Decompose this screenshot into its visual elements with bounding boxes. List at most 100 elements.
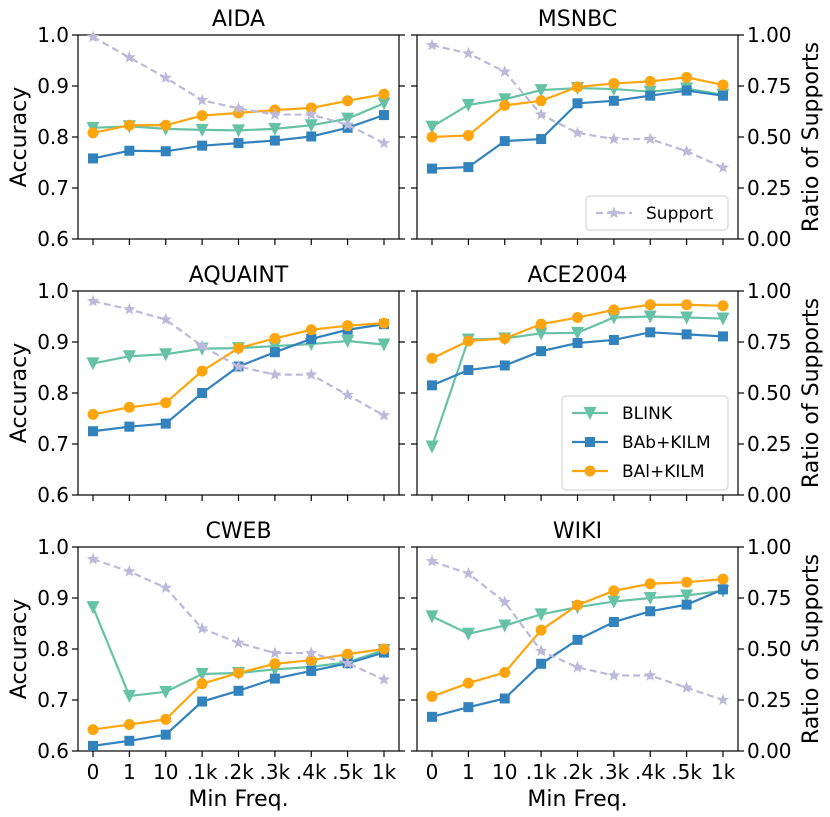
data-point-blink bbox=[268, 340, 282, 354]
panel-aquaint: AQUAINT 0.6 0.7 0.8 0.9 1.0 bbox=[37, 263, 405, 507]
data-point-bal-kilm bbox=[681, 299, 693, 311]
y-tick-label-right: 1.00 bbox=[747, 279, 792, 303]
x-tick-label: .2k bbox=[223, 760, 254, 784]
data-point-support bbox=[377, 408, 391, 421]
panel-title: WIKI bbox=[553, 519, 602, 544]
data-point-bab-kilm bbox=[645, 606, 656, 617]
data-point-blink bbox=[716, 312, 730, 326]
data-point-bab-kilm bbox=[608, 616, 619, 627]
data-point-bal-kilm bbox=[535, 318, 547, 330]
data-point-bal-kilm bbox=[196, 365, 208, 377]
x-axis-title: Min Freq. bbox=[188, 787, 288, 812]
x-tick-label: .3k bbox=[599, 760, 630, 784]
data-point-support bbox=[534, 644, 548, 657]
data-point-blink bbox=[534, 608, 548, 622]
y-tick-label-right: 0.75 bbox=[747, 74, 792, 98]
data-point-blink bbox=[268, 122, 282, 136]
y-tick-label-right: 0.00 bbox=[747, 483, 792, 507]
data-point-bal-kilm bbox=[717, 79, 729, 91]
y-tick-label-left: 0.9 bbox=[37, 74, 69, 98]
x-tick-label: .5k bbox=[332, 760, 363, 784]
data-point-bab-kilm bbox=[233, 138, 244, 149]
data-point-bab-kilm bbox=[197, 696, 208, 707]
data-point-support bbox=[86, 552, 100, 565]
data-point-blink bbox=[607, 311, 621, 325]
y-axis-title-left: Accuracy bbox=[7, 87, 32, 187]
data-point-bab-kilm bbox=[306, 333, 317, 344]
data-point-blink bbox=[377, 97, 391, 111]
x-tick-label: .5k bbox=[671, 760, 702, 784]
data-point-bab-kilm bbox=[608, 95, 619, 106]
data-point-support bbox=[680, 144, 693, 157]
data-point-bal-kilm bbox=[426, 352, 438, 364]
data-point-bab-kilm bbox=[427, 163, 437, 174]
data-point-support bbox=[607, 132, 621, 145]
x-tick-label: .1k bbox=[526, 760, 557, 784]
y-tick-label-right: 0.25 bbox=[747, 432, 792, 456]
data-point-bal-kilm bbox=[499, 666, 511, 678]
y-tick-label-left: 0.8 bbox=[37, 637, 69, 661]
x-tick-label: 1k bbox=[711, 760, 736, 784]
data-point-bal-kilm bbox=[462, 335, 474, 347]
legend-label-blink: BLINK bbox=[622, 404, 673, 424]
data-point-bab-kilm bbox=[160, 146, 171, 157]
y-tick-label-right: 1.00 bbox=[747, 535, 792, 559]
data-point-support bbox=[268, 368, 282, 380]
data-point-bal-kilm bbox=[681, 71, 693, 83]
data-point-blink bbox=[425, 440, 439, 454]
data-point-blink bbox=[159, 348, 173, 362]
data-point-blink bbox=[86, 357, 100, 371]
data-point-support bbox=[195, 339, 209, 352]
data-point-support bbox=[377, 673, 391, 685]
data-point-support bbox=[86, 30, 100, 43]
legend-box bbox=[585, 195, 729, 231]
data-point-support bbox=[268, 108, 282, 120]
y-tick-label-left: 1.0 bbox=[37, 279, 69, 303]
data-point-bab-kilm bbox=[427, 380, 437, 391]
data-point-bab-kilm bbox=[88, 153, 98, 164]
data-point-bab-kilm bbox=[572, 338, 583, 349]
data-point-support bbox=[607, 669, 621, 681]
data-point-bab-kilm bbox=[572, 98, 583, 109]
legend-label-bal-kilm: BAl+KILM bbox=[622, 462, 705, 482]
data-point-bal-kilm bbox=[462, 129, 474, 141]
data-point-bal-kilm bbox=[342, 95, 354, 107]
series-line-bab-kilm bbox=[92, 651, 385, 747]
data-point-bab-kilm bbox=[197, 388, 208, 398]
x-tick-label: .4k bbox=[635, 760, 666, 784]
data-point-bal-kilm bbox=[342, 648, 354, 660]
data-point-blink bbox=[498, 619, 512, 633]
data-point-bab-kilm bbox=[645, 90, 656, 101]
data-point-blink bbox=[607, 595, 621, 609]
data-point-support bbox=[232, 636, 245, 649]
data-point-bal-kilm bbox=[717, 300, 729, 312]
data-point-bal-kilm bbox=[196, 110, 208, 122]
data-point-blink bbox=[377, 338, 391, 352]
panel-title: AIDA bbox=[212, 7, 265, 32]
panel-title: MSNBC bbox=[538, 7, 617, 32]
data-point-bal-kilm bbox=[608, 585, 620, 597]
data-point-blink bbox=[195, 667, 209, 681]
data-point-bab-kilm bbox=[269, 347, 280, 358]
data-point-bab-kilm bbox=[197, 140, 208, 151]
data-point-bab-kilm bbox=[124, 145, 135, 156]
legend-marker-bab-kilm bbox=[585, 437, 595, 447]
data-point-bal-kilm bbox=[535, 624, 547, 636]
data-point-blink bbox=[86, 601, 100, 615]
data-point-bab-kilm bbox=[306, 131, 317, 142]
data-point-bab-kilm bbox=[160, 729, 171, 740]
data-point-support bbox=[341, 388, 354, 401]
series-line-support bbox=[92, 558, 385, 681]
data-point-bab-kilm bbox=[124, 735, 135, 746]
data-point-bal-kilm bbox=[426, 131, 438, 143]
data-point-bal-kilm bbox=[196, 678, 208, 690]
legend: Support bbox=[585, 195, 729, 231]
series-line-support bbox=[92, 36, 385, 145]
data-point-bal-kilm bbox=[499, 332, 511, 344]
panel-wiki: WIKI 0.00 0.25 0.50 0.75 1.00 0 1 10 .1k .2k .3k .4k… bbox=[411, 519, 792, 784]
data-point-bab-kilm bbox=[463, 365, 474, 376]
y-axis-title-right: Ratio of Supports bbox=[799, 42, 824, 232]
panel-title: CWEB bbox=[205, 519, 271, 544]
panel-msnbc: MSNBC 0.00 0.25 0.50 0.75 1.00 bbox=[411, 7, 792, 251]
